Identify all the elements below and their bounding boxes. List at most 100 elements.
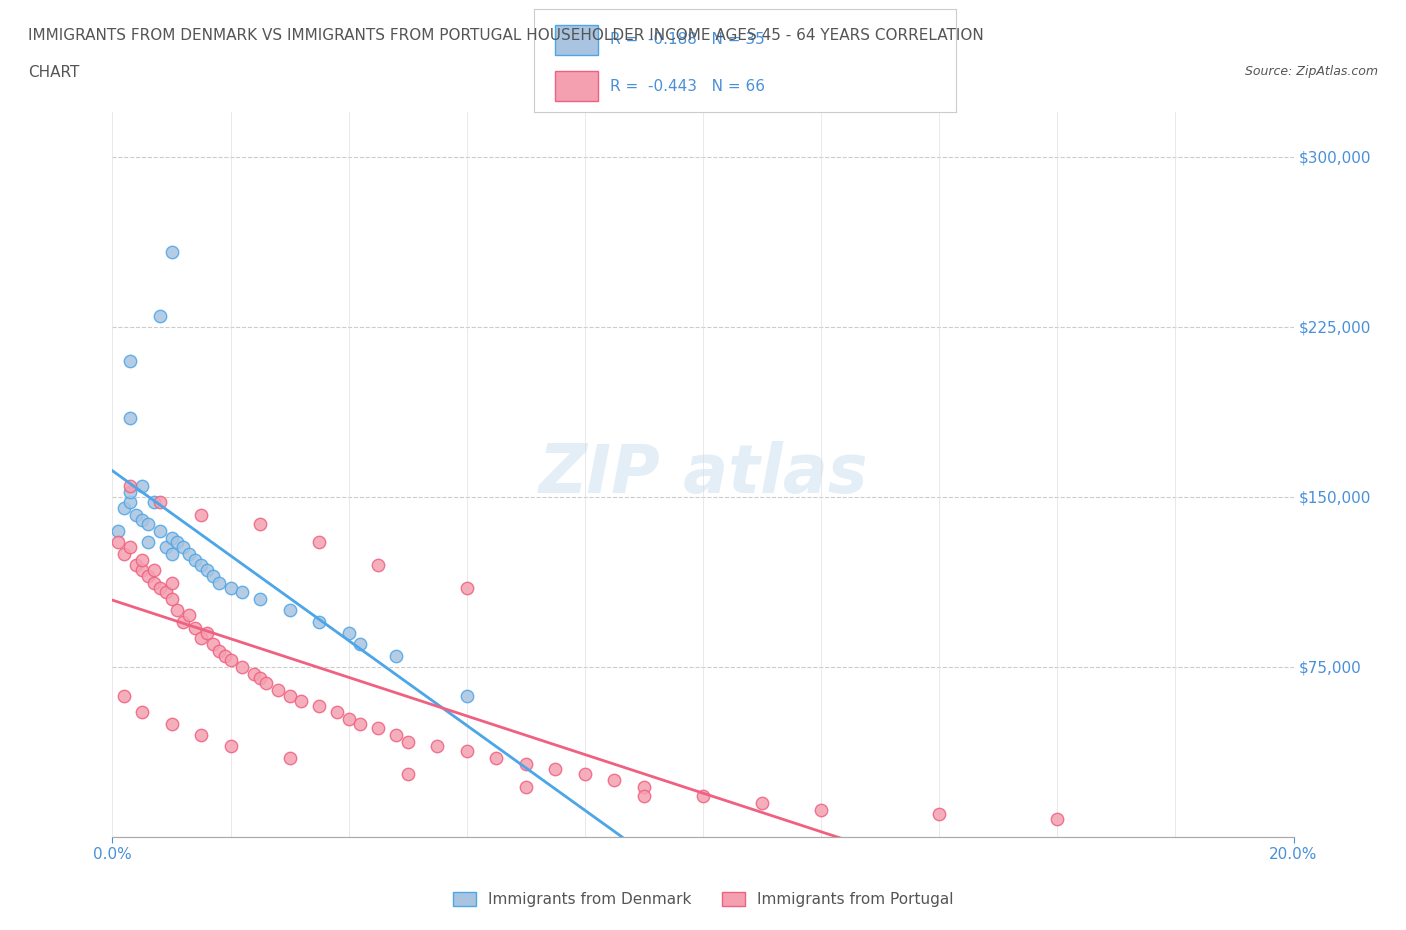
Point (278, 689, 301, 704)
Point (456, 743, 478, 758)
Point (574, 766, 596, 781)
Point (160, 716, 183, 731)
Point (155, 585, 177, 600)
Point (456, 580, 478, 595)
Point (515, 757, 537, 772)
Point (131, 478, 153, 493)
Point (160, 591, 183, 606)
Point (112, 501, 135, 516)
Point (120, 353, 142, 368)
Point (367, 558, 389, 573)
Point (633, 779, 655, 794)
Point (125, 558, 148, 573)
Point (112, 546, 135, 561)
Point (633, 789, 655, 804)
Point (107, 524, 129, 538)
Point (190, 558, 212, 573)
Point (267, 683, 290, 698)
Point (385, 648, 408, 663)
Point (290, 694, 312, 709)
Point (385, 727, 408, 742)
Point (208, 576, 231, 591)
Point (1046, 811, 1069, 827)
Point (928, 807, 950, 822)
Point (160, 245, 183, 259)
Point (190, 631, 212, 645)
Point (208, 644, 231, 658)
Point (308, 614, 330, 629)
Point (219, 738, 242, 753)
Point (278, 751, 301, 765)
Point (131, 705, 153, 720)
Point (249, 671, 271, 685)
Point (107, 535, 129, 550)
Point (337, 711, 360, 726)
Point (149, 494, 172, 509)
Point (149, 524, 172, 538)
Bar (555, 71, 598, 101)
Point (149, 308, 172, 323)
Point (112, 689, 135, 704)
Point (120, 410, 142, 425)
Point (131, 512, 153, 527)
Point (219, 580, 242, 595)
Point (166, 535, 188, 550)
Point (184, 621, 207, 636)
Point (195, 562, 218, 577)
Point (120, 485, 142, 500)
Point (254, 675, 277, 690)
Point (367, 721, 389, 736)
Point (149, 580, 172, 595)
Text: ZIP atlas: ZIP atlas (538, 442, 868, 507)
Point (190, 727, 212, 742)
Point (201, 569, 224, 584)
Point (426, 738, 449, 753)
Point (120, 539, 142, 554)
Point (751, 795, 773, 810)
Text: R =  -0.188   N = 35: R = -0.188 N = 35 (610, 33, 765, 47)
Point (337, 626, 360, 641)
Point (396, 735, 419, 750)
Point (231, 585, 253, 600)
Point (131, 553, 153, 568)
Point (249, 517, 271, 532)
Point (120, 494, 142, 509)
Point (142, 576, 165, 591)
Point (456, 689, 478, 704)
Point (160, 546, 183, 561)
Point (231, 659, 253, 674)
Point (396, 766, 419, 781)
Point (485, 751, 508, 765)
Point (190, 508, 212, 523)
Point (136, 569, 159, 584)
Point (243, 667, 266, 682)
Point (155, 539, 177, 554)
Point (201, 637, 224, 652)
Point (179, 607, 201, 622)
Point (349, 637, 371, 652)
Point (349, 716, 371, 731)
Point (179, 546, 201, 561)
Point (692, 789, 714, 804)
Point (172, 539, 194, 554)
Point (603, 773, 626, 788)
Point (278, 603, 301, 618)
Point (544, 762, 567, 777)
Point (160, 576, 183, 591)
Point (219, 653, 242, 668)
Point (326, 705, 349, 720)
Point (308, 698, 330, 713)
Bar (555, 24, 598, 56)
Point (142, 494, 165, 509)
Point (166, 603, 188, 618)
Point (214, 648, 236, 663)
Point (131, 562, 153, 577)
Point (160, 530, 183, 545)
Text: Source: ZipAtlas.com: Source: ZipAtlas.com (1244, 65, 1378, 78)
Point (515, 779, 537, 794)
Text: R =  -0.443   N = 66: R = -0.443 N = 66 (610, 78, 765, 94)
Point (249, 591, 271, 606)
Point (136, 535, 159, 550)
Point (195, 626, 218, 641)
Point (184, 553, 207, 568)
